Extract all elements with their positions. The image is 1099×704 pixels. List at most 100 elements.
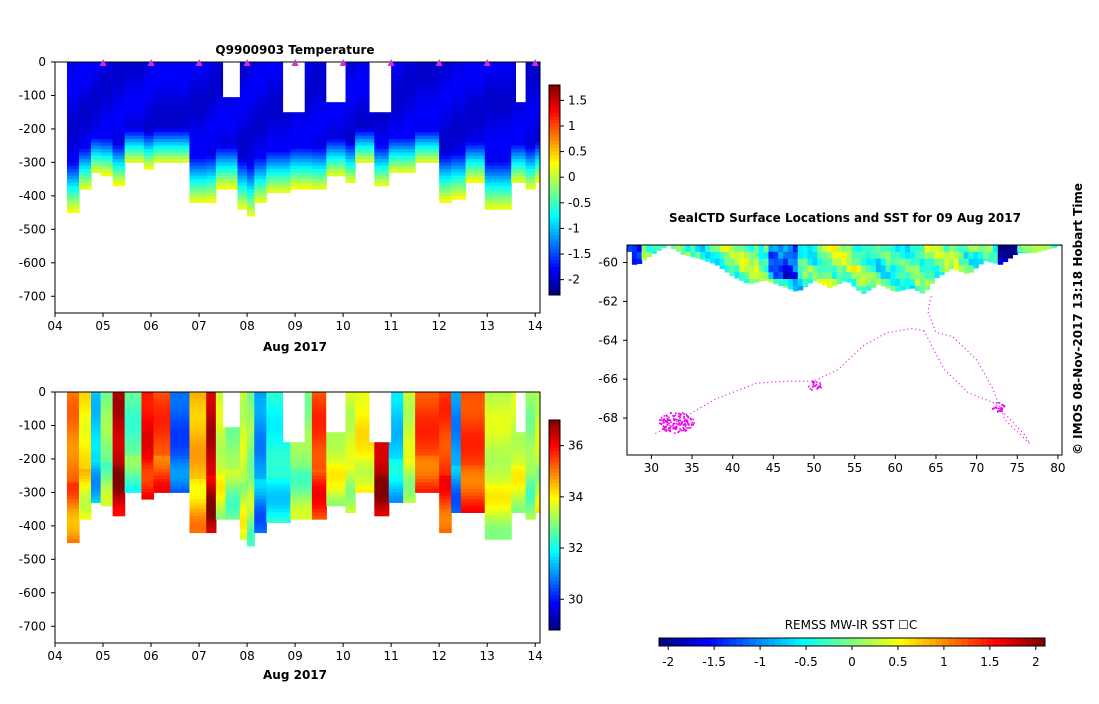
salinity-cell — [484, 448, 512, 453]
temperature-cell — [124, 78, 145, 83]
salinity-cell — [67, 529, 80, 534]
salinity-cell — [311, 472, 327, 477]
salinity-cell — [460, 509, 486, 513]
temperature-cell — [91, 98, 102, 103]
sst-colorbar-swatch — [761, 638, 769, 646]
temperature-cell — [415, 125, 440, 130]
salinity-cell — [79, 418, 92, 423]
sst-cell — [685, 251, 692, 257]
salinity-cell — [451, 465, 462, 470]
salinity-cell — [67, 442, 80, 447]
temperature-cell — [67, 142, 80, 147]
salinity-cell — [345, 442, 356, 447]
salinity-cell — [484, 392, 512, 396]
salinity-cell — [535, 412, 540, 416]
seal-point — [686, 423, 689, 425]
temperature-cell — [388, 165, 404, 170]
temperature-cell — [451, 115, 467, 120]
temperature-cell — [189, 98, 207, 103]
temperature-cell — [465, 122, 486, 127]
temperature-cell — [112, 88, 126, 93]
salinity-cell — [100, 412, 114, 416]
salinity-cell — [460, 422, 486, 426]
seal-point — [669, 430, 671, 433]
salinity-cell — [215, 465, 227, 470]
sst-cell — [870, 265, 877, 273]
temperature-cell — [91, 62, 102, 66]
salinity-cell — [67, 432, 80, 437]
salinity-cell — [170, 395, 191, 400]
salinity-cell — [206, 519, 217, 524]
salinity-cell — [439, 432, 452, 437]
salinity-cell — [206, 479, 217, 483]
sst-colorbar-swatch — [987, 638, 995, 646]
salinity-cell — [484, 509, 512, 513]
salinity-cell — [189, 485, 207, 490]
temperature-cell — [403, 92, 416, 96]
salinity-cell — [170, 408, 191, 413]
temperature-cell — [511, 169, 527, 173]
temperature-cell — [311, 182, 327, 187]
sst-cell — [753, 245, 760, 253]
temperature-cell — [403, 159, 416, 163]
temperature-cell — [189, 155, 207, 160]
salinity-cell — [247, 495, 255, 500]
salinity-cell — [511, 479, 527, 483]
sst-cell — [885, 272, 892, 280]
salinity-cell — [225, 512, 241, 517]
salinity-cell — [170, 445, 191, 450]
temperature-cell — [247, 189, 255, 194]
salinity-cell — [254, 489, 267, 493]
sst-cell — [827, 258, 833, 266]
temperature-cell — [153, 62, 191, 66]
temperature-colorbar-swatch — [549, 200, 560, 205]
salinity-cell — [355, 468, 375, 473]
salinity-cell — [247, 412, 255, 416]
salinity-cell — [247, 442, 255, 447]
sst-cell — [861, 285, 867, 294]
salinity-cell — [525, 435, 536, 440]
temperature-colorbar-swatch — [549, 263, 560, 268]
salinity-cell — [460, 402, 486, 406]
temperature-cell — [100, 128, 114, 133]
temperature-cell — [189, 68, 207, 73]
temperature-cell — [535, 68, 540, 73]
salinity-cell — [247, 475, 255, 480]
salinity-cell — [67, 402, 80, 406]
seal-point — [813, 385, 816, 388]
salinity-cell — [112, 455, 126, 460]
salinity-cell — [460, 395, 486, 400]
sst-cell — [866, 265, 872, 273]
temperature-colorbar-swatch — [549, 95, 560, 100]
salinity-cell — [189, 392, 207, 396]
salinity-cell — [91, 405, 102, 410]
temperature-cell — [237, 138, 248, 143]
temperature-cell — [403, 145, 416, 150]
salinity-cell — [374, 485, 390, 490]
temperature-cell — [247, 159, 255, 163]
sst-cell — [831, 251, 838, 260]
temperature-cell — [215, 118, 239, 123]
seal-point — [812, 382, 815, 385]
sst-colorbar-swatch — [819, 638, 827, 646]
temperature-cell — [388, 85, 404, 90]
salinity-cell — [239, 532, 248, 537]
sst-cell — [992, 251, 999, 260]
salinity-cell — [215, 452, 227, 457]
sst-colorbar-label: REMSS MW-IR SST ☐C — [785, 618, 918, 632]
salinity-cell — [112, 505, 126, 510]
salinity-cell — [484, 519, 512, 524]
temperature-cell — [388, 149, 404, 153]
salinity-cell — [484, 402, 512, 406]
salinity-cell — [403, 405, 416, 410]
salinity-cell — [189, 422, 207, 426]
temperature-cell — [237, 165, 248, 170]
salinity-cell — [247, 432, 255, 437]
sst-field — [627, 245, 1062, 294]
temperature-cell — [345, 142, 356, 147]
salinity-cell — [247, 505, 255, 510]
temperature-cell — [266, 125, 291, 130]
salinity-cell — [525, 415, 536, 420]
sst-cell — [792, 251, 799, 260]
temperature-cell — [237, 118, 248, 123]
